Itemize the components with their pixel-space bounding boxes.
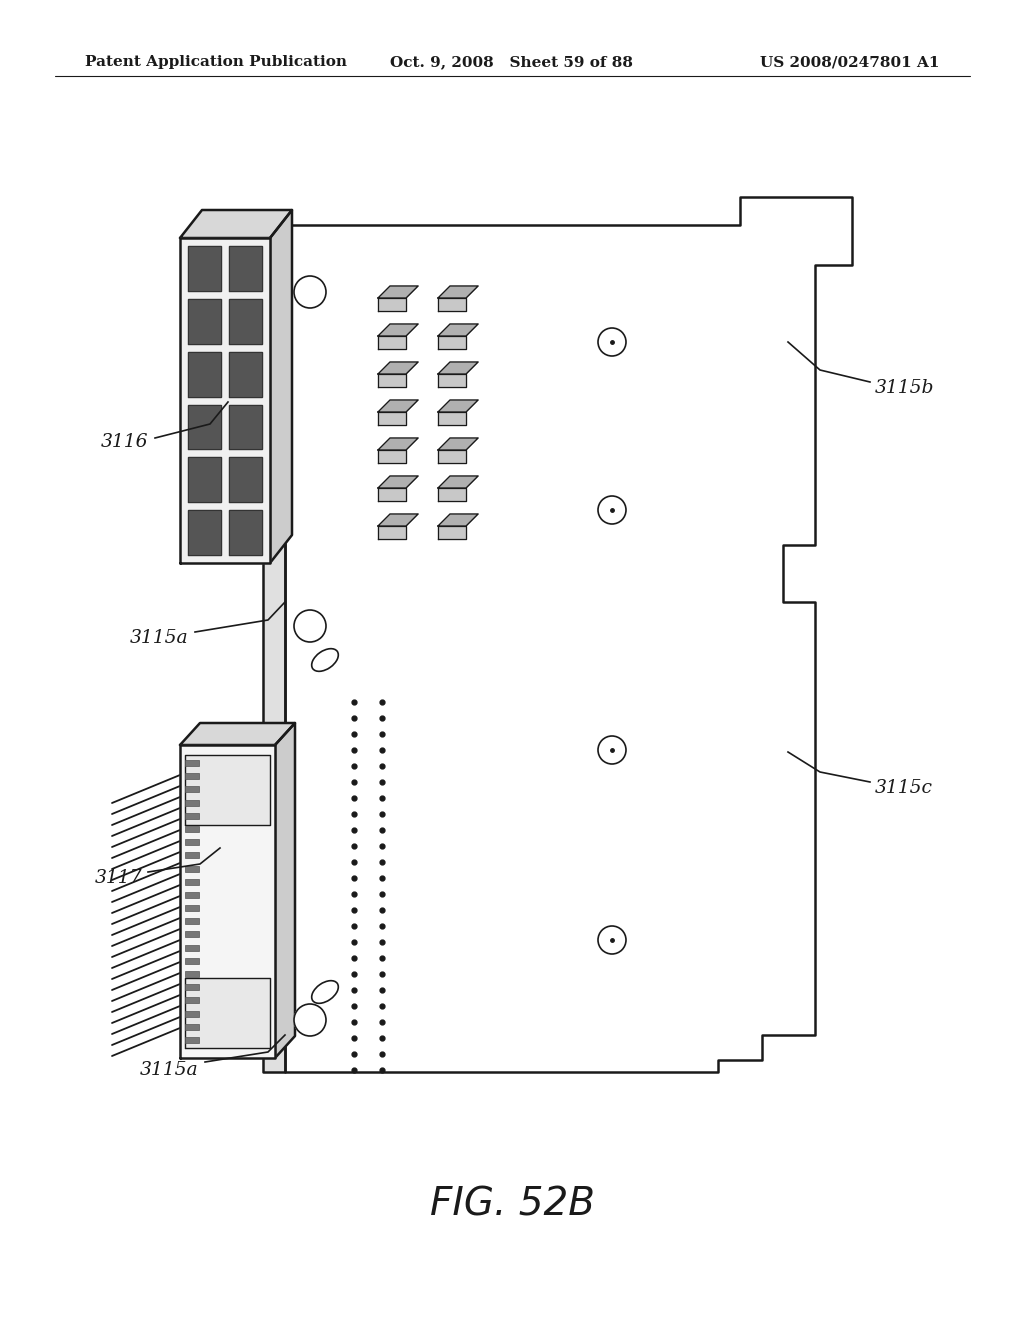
Bar — [185, 813, 199, 818]
Polygon shape — [180, 723, 295, 744]
Text: Patent Application Publication: Patent Application Publication — [85, 55, 347, 69]
Text: 3115b: 3115b — [874, 379, 935, 397]
Bar — [185, 919, 199, 924]
Bar — [185, 892, 199, 898]
Text: 3115a: 3115a — [129, 630, 188, 647]
Text: 3116: 3116 — [100, 433, 148, 451]
Polygon shape — [188, 351, 221, 396]
Bar — [185, 787, 199, 792]
Bar — [185, 998, 199, 1003]
Polygon shape — [378, 298, 406, 312]
Polygon shape — [229, 404, 262, 449]
Bar — [185, 1038, 199, 1043]
Polygon shape — [438, 488, 466, 502]
Ellipse shape — [311, 648, 338, 672]
Bar — [185, 906, 199, 911]
Circle shape — [598, 496, 626, 524]
Bar — [185, 879, 199, 884]
Polygon shape — [438, 525, 466, 539]
Bar — [185, 1011, 199, 1016]
Polygon shape — [180, 744, 275, 1059]
Circle shape — [598, 927, 626, 954]
Polygon shape — [438, 412, 466, 425]
Text: 3115c: 3115c — [874, 779, 933, 797]
Circle shape — [294, 276, 326, 308]
Polygon shape — [188, 457, 221, 502]
Polygon shape — [180, 238, 270, 564]
Polygon shape — [229, 298, 262, 343]
Polygon shape — [378, 323, 418, 337]
Polygon shape — [378, 525, 406, 539]
Circle shape — [294, 1005, 326, 1036]
Polygon shape — [438, 450, 466, 463]
Polygon shape — [438, 323, 478, 337]
Bar — [185, 840, 199, 845]
Polygon shape — [378, 438, 418, 450]
Polygon shape — [188, 298, 221, 343]
Polygon shape — [438, 438, 478, 450]
Polygon shape — [188, 246, 221, 290]
Polygon shape — [378, 337, 406, 348]
Polygon shape — [438, 513, 478, 525]
Bar — [185, 972, 199, 977]
Text: 3117: 3117 — [94, 869, 142, 887]
Polygon shape — [285, 197, 852, 1072]
Polygon shape — [378, 450, 406, 463]
Bar — [185, 853, 199, 858]
Polygon shape — [229, 457, 262, 502]
Polygon shape — [270, 210, 292, 564]
Circle shape — [294, 610, 326, 642]
Polygon shape — [378, 513, 418, 525]
Polygon shape — [378, 286, 418, 298]
Bar — [185, 800, 199, 805]
Bar — [185, 826, 199, 832]
Polygon shape — [229, 510, 262, 554]
Polygon shape — [185, 755, 270, 825]
Text: FIG. 52B: FIG. 52B — [429, 1185, 595, 1224]
Polygon shape — [263, 224, 285, 1072]
Bar — [185, 932, 199, 937]
Polygon shape — [229, 246, 262, 290]
Bar — [185, 866, 199, 871]
Polygon shape — [438, 400, 478, 412]
Polygon shape — [438, 298, 466, 312]
Polygon shape — [378, 362, 418, 374]
Bar — [185, 985, 199, 990]
Polygon shape — [378, 477, 418, 488]
Polygon shape — [180, 210, 292, 238]
Bar — [185, 945, 199, 950]
Polygon shape — [438, 337, 466, 348]
Circle shape — [598, 737, 626, 764]
Polygon shape — [438, 286, 478, 298]
Circle shape — [598, 327, 626, 356]
Bar — [185, 774, 199, 779]
Text: 3115a: 3115a — [139, 1061, 198, 1078]
Polygon shape — [275, 723, 295, 1059]
Polygon shape — [185, 978, 270, 1048]
Polygon shape — [438, 374, 466, 387]
Bar — [185, 958, 199, 964]
Polygon shape — [438, 362, 478, 374]
Bar — [185, 1024, 199, 1030]
Polygon shape — [438, 477, 478, 488]
Polygon shape — [188, 404, 221, 449]
Polygon shape — [378, 412, 406, 425]
Polygon shape — [188, 510, 221, 554]
Ellipse shape — [311, 981, 338, 1003]
Text: US 2008/0247801 A1: US 2008/0247801 A1 — [761, 55, 940, 69]
Bar — [185, 760, 199, 766]
Polygon shape — [378, 374, 406, 387]
Text: Oct. 9, 2008   Sheet 59 of 88: Oct. 9, 2008 Sheet 59 of 88 — [390, 55, 634, 69]
Polygon shape — [378, 488, 406, 502]
Polygon shape — [229, 351, 262, 396]
Polygon shape — [378, 400, 418, 412]
